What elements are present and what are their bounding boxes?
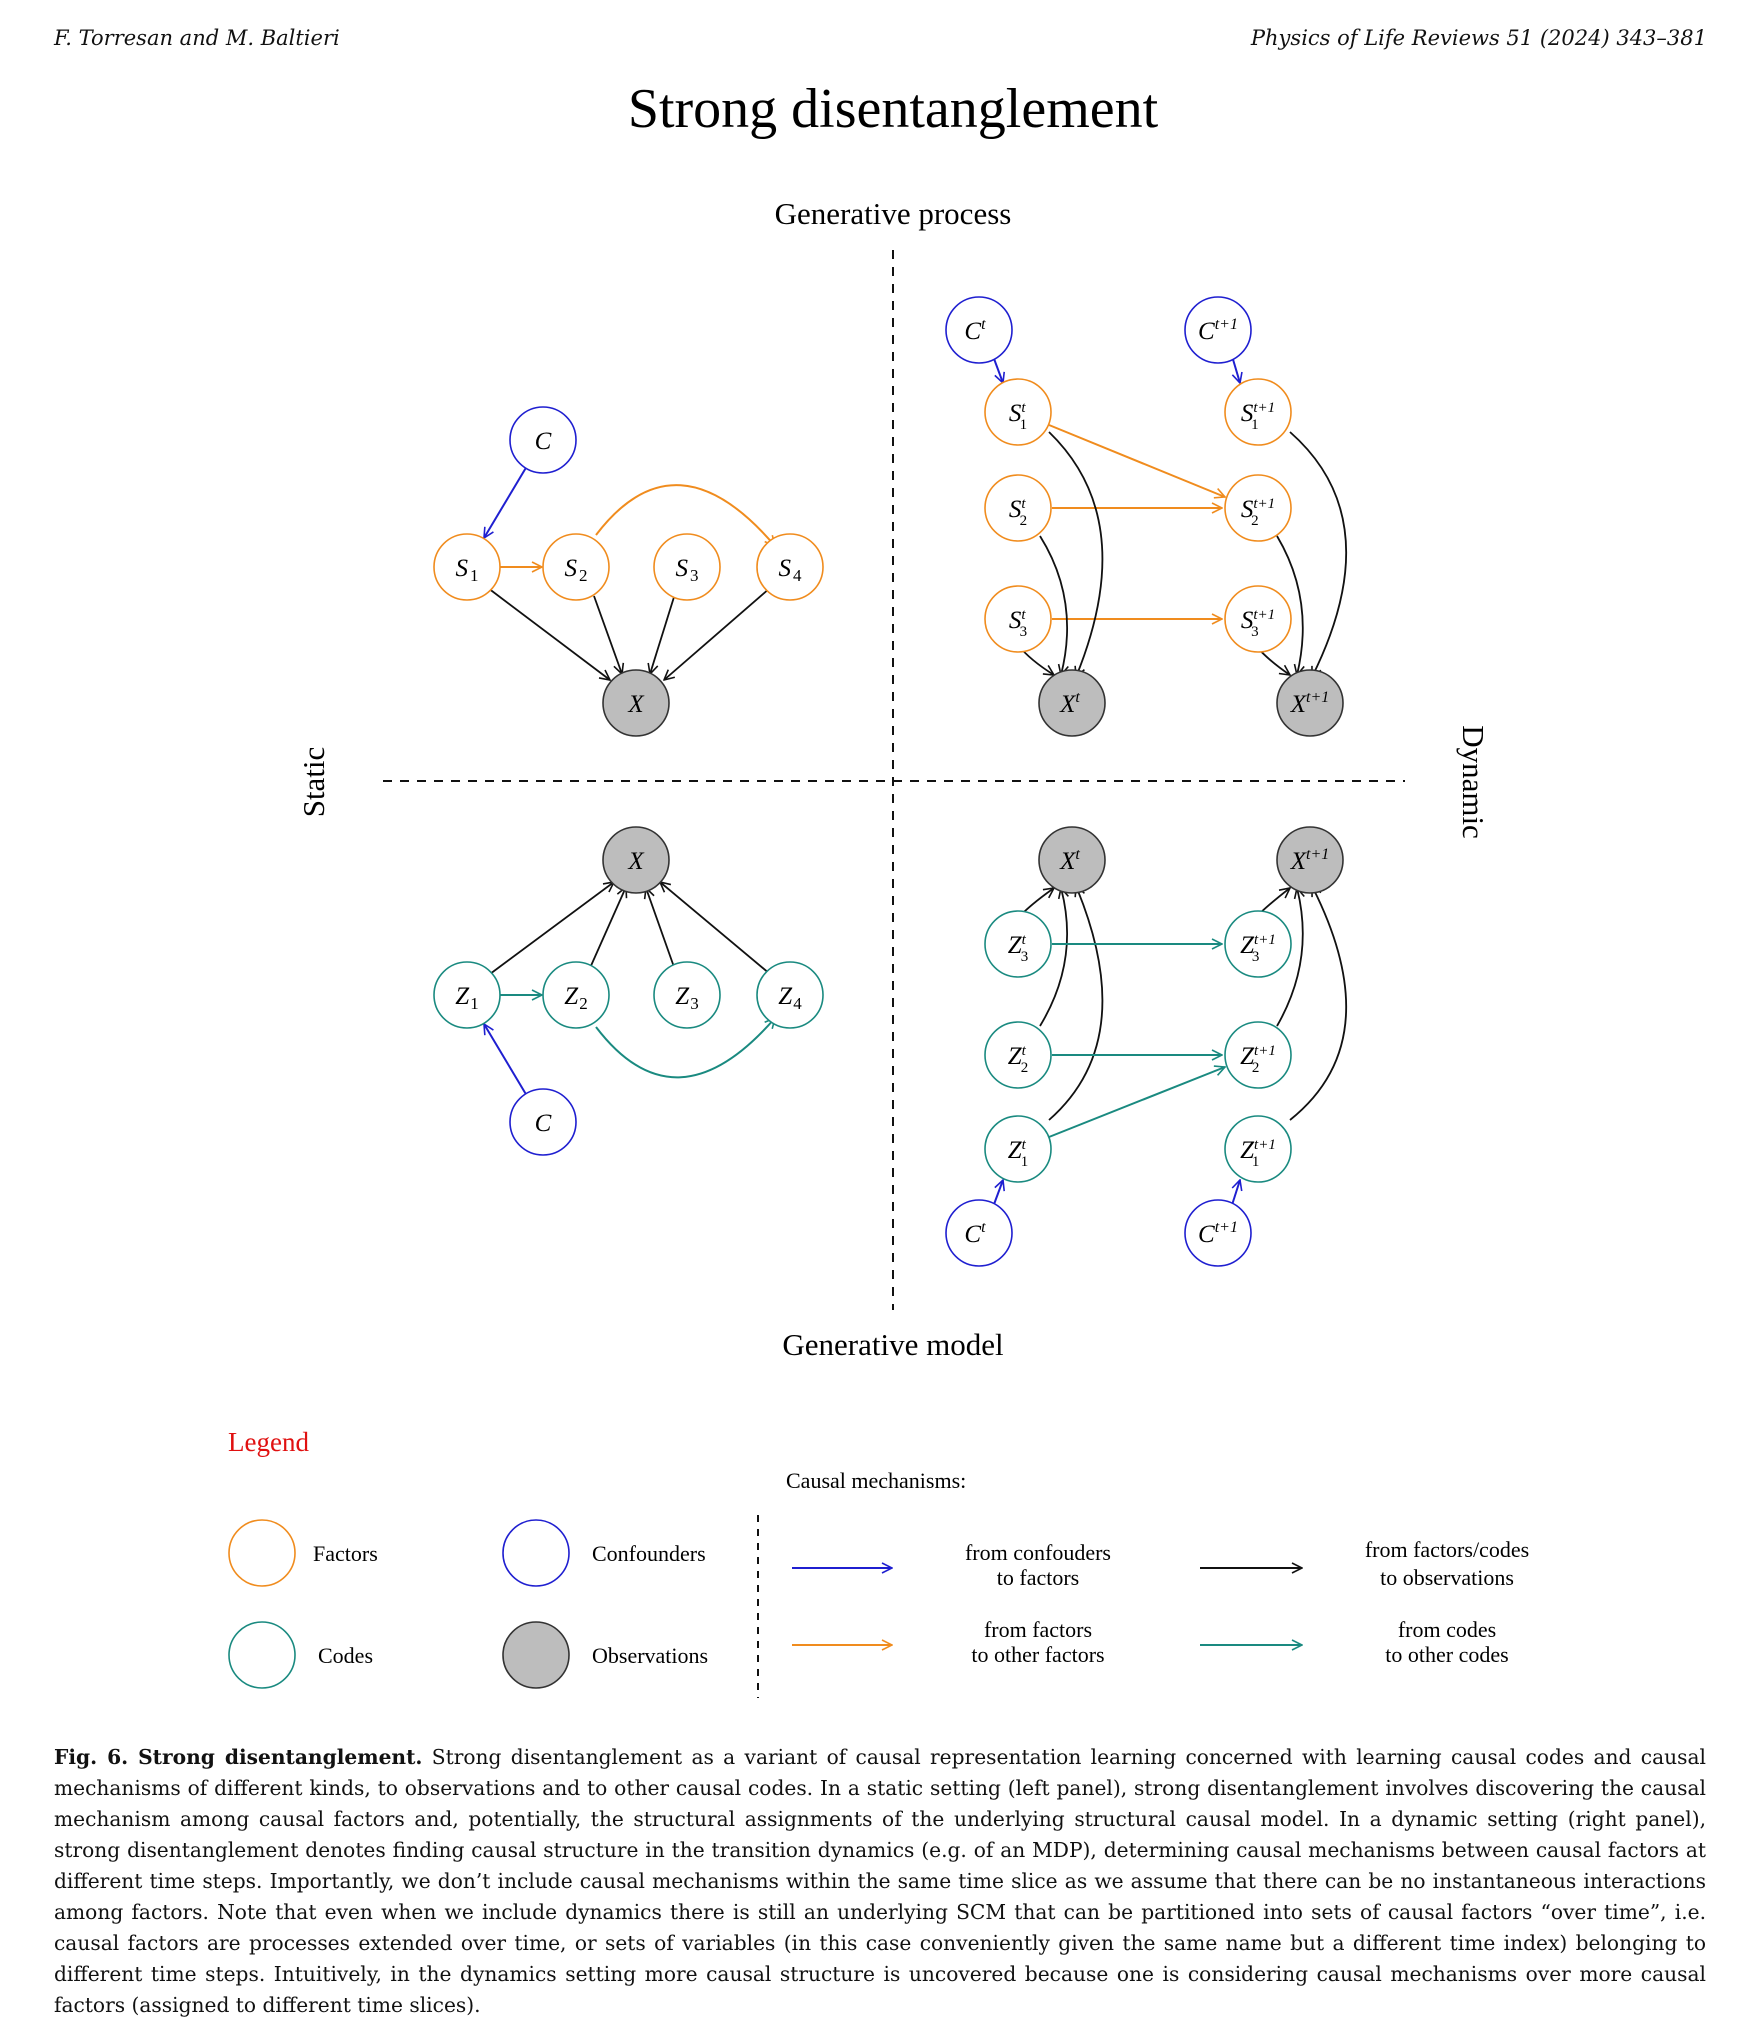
svg-text:Ct: Ct xyxy=(964,316,986,345)
svg-text:C: C xyxy=(535,1110,552,1137)
static-process-edges xyxy=(484,465,775,680)
legend-conf-to-factors-1: from confouders xyxy=(965,1540,1111,1565)
legend-confounder-swatch xyxy=(502,1519,570,1587)
legend-codes-to-codes-2: to other codes xyxy=(1385,1642,1508,1667)
node-C-static-process xyxy=(509,406,577,474)
svg-text:X: X xyxy=(627,848,645,875)
node-C-static-model xyxy=(509,1088,577,1156)
dynamic-model-edges xyxy=(992,886,1347,1208)
legend-codes-to-codes-1: from codes xyxy=(1398,1617,1496,1642)
node-S3-static xyxy=(653,533,721,601)
dynamic-process-nodes: Ct Ct+1 St 1 St 2 St 3 St+1 1 St+1 2 St+1 3 Xt… xyxy=(945,296,1344,737)
node-Xt-model xyxy=(1038,826,1106,894)
svg-text:Zt3: Zt 3 xyxy=(1008,932,1029,965)
header-journal: Physics of Life Reviews 51 (2024) 343–38… xyxy=(1250,26,1707,50)
node-S1t1 xyxy=(1224,378,1292,446)
svg-text:Ct: Ct xyxy=(964,1219,986,1248)
legend-factors-to-obs-1: from factors/codes xyxy=(1365,1537,1529,1562)
caption-text: Strong disentanglement as a variant of c… xyxy=(54,1745,1706,2017)
legend-factors-to-factors-1: from factors xyxy=(984,1617,1092,1642)
dynamic-model-nodes: Xt Xt+1 Zt 3 Zt 2 Zt 1 Zt+1 3 Zt+1 2 Zt+1 1 Ct… xyxy=(945,826,1344,1267)
svg-text:C: C xyxy=(535,428,552,455)
node-S2t xyxy=(984,474,1052,542)
label-generative-process: Generative process xyxy=(775,196,1012,231)
node-S3t1 xyxy=(1224,585,1292,653)
node-Z2-static xyxy=(542,961,610,1029)
node-S1t xyxy=(984,378,1052,446)
legend: Legend Factors Codes Confounders Observa… xyxy=(228,1427,1529,1698)
svg-text:X: X xyxy=(627,691,645,718)
node-Xt1-model xyxy=(1276,826,1344,894)
node-Ct1-process xyxy=(1184,296,1252,364)
node-Z2t1 xyxy=(1224,1021,1292,1089)
node-Z3-static xyxy=(653,961,721,1029)
static-model-edges xyxy=(484,882,775,1097)
figure: Strong disentanglement Generative proces… xyxy=(228,78,1529,1698)
node-S4-static xyxy=(756,533,824,601)
header-authors: F. Torresan and M. Baltieri xyxy=(54,26,340,50)
svg-text:Zt2: Zt 2 xyxy=(1008,1043,1029,1076)
svg-text:Zt1: Zt 1 xyxy=(1008,1137,1029,1170)
svg-text:St1: St 1 xyxy=(1009,400,1027,433)
node-Z2t xyxy=(984,1021,1052,1089)
legend-factors-to-obs-2: to observations xyxy=(1380,1565,1514,1590)
node-Z1t xyxy=(984,1115,1052,1183)
node-S3t xyxy=(984,585,1052,653)
node-S1-static xyxy=(433,533,501,601)
legend-codes: Codes xyxy=(318,1643,373,1668)
svg-text:Xt+1: Xt+1 xyxy=(1290,689,1330,718)
node-Xt-process xyxy=(1038,669,1106,737)
node-Ct-process xyxy=(945,296,1013,364)
legend-mechanisms-title: Causal mechanisms: xyxy=(786,1468,966,1493)
node-Z3t xyxy=(984,910,1052,978)
legend-factors: Factors xyxy=(313,1541,378,1566)
figure-title: Strong disentanglement xyxy=(628,78,1159,140)
legend-factor-swatch xyxy=(228,1519,296,1587)
node-Ct1-model xyxy=(1184,1199,1252,1267)
label-static: Static xyxy=(296,747,331,818)
legend-code-swatch xyxy=(228,1621,296,1689)
legend-observations: Observations xyxy=(592,1643,708,1668)
static-model-nodes: X Z1 Z2 Z3 Z4 C xyxy=(433,826,824,1156)
node-Z1-static xyxy=(433,961,501,1029)
label-dynamic: Dynamic xyxy=(1456,725,1491,839)
legend-confounders: Confounders xyxy=(592,1541,706,1566)
legend-factors-to-factors-2: to other factors xyxy=(971,1642,1104,1667)
legend-conf-to-factors-2: to factors xyxy=(997,1565,1079,1590)
node-Z4-static xyxy=(756,961,824,1029)
caption-label: Fig. 6. Strong disentanglement. xyxy=(54,1745,423,1769)
svg-text:Xt: Xt xyxy=(1059,689,1080,718)
svg-text:Xt: Xt xyxy=(1059,846,1080,875)
figure-caption: Fig. 6. Strong disentanglement. Strong d… xyxy=(54,1742,1706,2021)
node-Z3t1 xyxy=(1224,910,1292,978)
node-X-static-process xyxy=(602,669,670,737)
node-Ct-model xyxy=(945,1199,1013,1267)
node-X-static-model xyxy=(602,826,670,894)
node-Xt1-process xyxy=(1276,669,1344,737)
node-Z1t1 xyxy=(1224,1115,1292,1183)
svg-text:St3: St 3 xyxy=(1009,607,1027,640)
svg-text:St2: St 2 xyxy=(1009,496,1027,529)
node-S2-static xyxy=(542,533,610,601)
legend-observation-swatch xyxy=(502,1621,570,1689)
dynamic-process-edges xyxy=(992,355,1347,677)
node-S2t1 xyxy=(1224,474,1292,542)
legend-title: Legend xyxy=(228,1427,309,1457)
label-generative-model: Generative model xyxy=(782,1327,1003,1362)
